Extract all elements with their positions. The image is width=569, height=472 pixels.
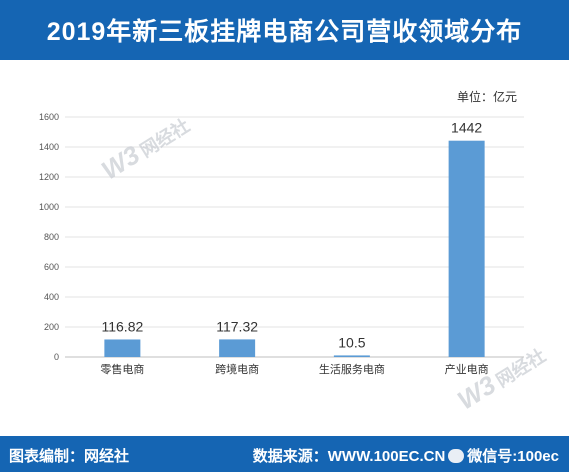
unit-label: 单位：亿元 <box>456 90 517 104</box>
y-tick-label: 1400 <box>39 142 59 152</box>
chart-area: 0 200 400 600 800 1000 1200 1400 1600 116.82 零售电商 1… <box>0 60 569 436</box>
data-label: 116.82 <box>101 318 143 334</box>
x-tick-label: 跨境电商 <box>215 362 259 376</box>
wechat-icon <box>448 449 465 463</box>
y-tick-label: 0 <box>54 352 59 362</box>
footer-data-source: 数据来源：WWW.100EC.CN 微信号:100ec <box>253 445 559 466</box>
y-tick-label: 1200 <box>39 172 59 182</box>
y-tick-label: 200 <box>44 322 59 332</box>
footer-source-label: 数据来源： <box>252 448 328 465</box>
data-label: 1442 <box>451 120 482 136</box>
footer-wechat-label: 微信号:100ec <box>467 448 559 465</box>
bar <box>104 339 141 357</box>
bar <box>333 355 370 357</box>
footer-source-value: WWW.100EC.CN <box>327 448 446 465</box>
bar <box>448 140 485 357</box>
y-tick-label: 400 <box>44 292 59 302</box>
x-tick-label: 生活服务电商 <box>319 362 385 376</box>
x-tick-label: 零售电商 <box>100 362 144 376</box>
bar <box>219 339 256 357</box>
chart-title: 2019年新三板挂牌电商公司营收领域分布 <box>0 0 569 60</box>
footer-bar: 图表编制：网经社 数据来源：WWW.100EC.CN 微信号:100ec <box>0 436 569 472</box>
x-tick-label: 产业电商 <box>445 362 489 376</box>
y-tick-label: 600 <box>44 262 59 272</box>
bar-chart: 0 200 400 600 800 1000 1200 1400 1600 116.82 零售电商 1… <box>39 112 524 376</box>
footer-source-compiler: 图表编制：网经社 <box>9 448 130 465</box>
data-label: 10.5 <box>338 334 365 350</box>
y-tick-label: 800 <box>44 232 59 242</box>
y-tick-label: 1600 <box>39 112 59 122</box>
data-label: 117.32 <box>216 318 258 334</box>
y-tick-label: 1000 <box>39 202 59 212</box>
